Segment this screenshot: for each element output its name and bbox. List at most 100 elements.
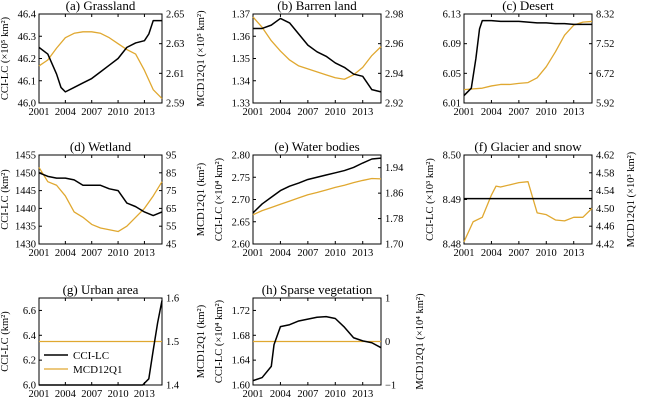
y2-axis-label: MCD12Q1 (km²) xyxy=(196,162,207,236)
y2-tick-label: 2.92 xyxy=(385,99,403,110)
y2-tick-label: 1.70 xyxy=(385,240,403,251)
panel-desert: (c) Desert 2001 2004 2007 2010 2013 6.01 6.05 6.… xyxy=(443,0,615,118)
x-tick-label: 2007 xyxy=(297,107,318,118)
plot-frame xyxy=(38,13,163,104)
x-tick-label: 2007 xyxy=(297,248,318,259)
panel-wetland: (d) Wetland 2001 2004 2007 2010 2013 1430 1435 1… xyxy=(0,139,207,259)
series-line-mcd12q1 xyxy=(463,20,593,91)
x-tick-label: 2010 xyxy=(108,389,129,400)
y-tick-label: 2.80 xyxy=(232,151,250,162)
y2-axis-label: MCD12Q1 (×10³ km²) xyxy=(626,151,637,247)
y2-axis-label: MCD12Q1 (×10⁵ km²) xyxy=(196,10,207,107)
series-line-cci-lc xyxy=(38,172,163,217)
y-tick-label: 1.60 xyxy=(232,381,250,392)
x-tick-label: 2001 xyxy=(29,389,50,400)
y2-tick-label: 65 xyxy=(166,204,177,215)
panel-title: (d) Wetland xyxy=(70,139,132,154)
y2-tick-label: 45 xyxy=(166,240,177,251)
y-tick-label: 1450 xyxy=(15,168,36,179)
y-tick-label: 46.4 xyxy=(18,10,37,21)
y-tick-label: 1435 xyxy=(15,222,36,233)
x-tick-label: 2010 xyxy=(536,107,557,118)
y-tick-label: 1.34 xyxy=(232,76,251,87)
x-tick-label: 2004 xyxy=(270,107,292,118)
y-tick-label: 6.05 xyxy=(443,69,461,80)
panel-grassland: (a) Grassland 2001 2004 2007 2010 2013 46.0 46.… xyxy=(0,0,207,118)
y-axis-label: CCI-LC (km²) xyxy=(0,169,11,230)
y-tick-label: 6.4 xyxy=(23,331,37,342)
plot-frame xyxy=(463,154,593,245)
y-tick-label: 46.3 xyxy=(18,32,36,43)
plot-frame xyxy=(463,13,593,104)
x-tick-label: 2013 xyxy=(352,389,373,400)
y2-tick-label: 4.46 xyxy=(596,222,614,233)
x-tick-label: 2001 xyxy=(454,248,475,259)
y-tick-label: 1440 xyxy=(15,204,36,215)
y2-tick-label: 5.92 xyxy=(596,99,614,110)
y-axis-label: CCI-LC (km²) xyxy=(0,311,11,372)
y-tick-label: 6.13 xyxy=(443,10,461,21)
x-tick-label: 2013 xyxy=(563,107,584,118)
y-tick-label: 1.35 xyxy=(232,54,250,65)
y2-tick-label: 2.94 xyxy=(385,69,404,80)
x-tick-label: 2001 xyxy=(29,107,50,118)
y-tick-label: 8.50 xyxy=(443,151,461,162)
y2-tick-label: 1.6 xyxy=(166,294,179,305)
y-axis-label: CCI-LC (×10⁴ km²) xyxy=(214,157,225,241)
y-axis-label: CCI-LC (×10³ km²) xyxy=(425,158,436,241)
panel-barren: (b) Barren land 2001 2004 2007 2010 2013 1.33 1… xyxy=(232,0,405,118)
panel-title: (g) Urban area xyxy=(63,282,139,297)
y2-tick-label: 2.98 xyxy=(385,10,403,21)
panel-title: (b) Barren land xyxy=(277,0,357,13)
x-tick-label: 2004 xyxy=(481,248,503,259)
y-tick-label: 2.60 xyxy=(232,240,250,251)
series-line-cci-lc xyxy=(253,17,382,93)
y-tick-label: 6.09 xyxy=(443,39,461,50)
series-line-mcd12q1 xyxy=(252,177,382,216)
x-tick-label: 2001 xyxy=(243,389,264,400)
y-tick-label: 1445 xyxy=(15,186,36,197)
x-tick-label: 2001 xyxy=(243,248,264,259)
x-tick-label: 2007 xyxy=(81,107,102,118)
legend-label-cci-lc: CCI-LC xyxy=(73,350,109,362)
series-line-cci-lc xyxy=(252,157,382,214)
y2-tick-label: 1.94 xyxy=(385,163,404,174)
y2-tick-label: −1 xyxy=(385,381,396,392)
series-line-cci-lc xyxy=(252,315,382,382)
x-tick-label: 2007 xyxy=(297,389,318,400)
panel-title: (c) Desert xyxy=(502,0,554,13)
y2-tick-label: 2.59 xyxy=(166,99,184,110)
y-tick-label: 46.1 xyxy=(18,76,36,87)
legend: CCI-LC MCD12Q1 xyxy=(44,350,123,376)
y-tick-label: 6.01 xyxy=(443,99,461,110)
x-tick-label: 2013 xyxy=(134,389,155,400)
x-tick-label: 2004 xyxy=(55,107,77,118)
x-tick-label: 2013 xyxy=(563,248,584,259)
y2-axis-label: MCD12Q1 (×10⁴ km²) xyxy=(415,293,426,390)
y-tick-label: 2.65 xyxy=(232,217,250,228)
series-line-mcd12q1 xyxy=(463,181,593,243)
series-line-mcd12q1 xyxy=(38,167,163,233)
x-tick-label: 2010 xyxy=(536,248,557,259)
panel-urban: (g) Urban area 2001 2004 2007 2010 2013 6.0 6.2… xyxy=(0,282,207,400)
y2-tick-label: 2.96 xyxy=(385,39,403,50)
x-tick-label: 2013 xyxy=(352,107,373,118)
plot-frame xyxy=(252,154,382,245)
panel-water: (e) Water bodies 2001 2004 2007 2010 2013 2.60… xyxy=(214,139,404,259)
x-tick-label: 2010 xyxy=(325,389,346,400)
y-tick-label: 1.64 xyxy=(232,356,251,367)
panel-title: (a) Grassland xyxy=(66,0,136,13)
y-tick-label: 1430 xyxy=(15,240,36,251)
y-tick-label: 46.2 xyxy=(18,54,36,65)
series-line-mcd12q1 xyxy=(38,31,163,100)
x-tick-label: 2007 xyxy=(81,389,102,400)
y2-tick-label: 1.78 xyxy=(385,214,403,225)
y2-tick-label: 95 xyxy=(166,151,177,162)
x-tick-label: 2004 xyxy=(270,389,292,400)
x-tick-label: 2004 xyxy=(55,389,77,400)
x-tick-label: 2013 xyxy=(134,248,155,259)
x-tick-label: 2007 xyxy=(508,107,529,118)
y-tick-label: 46.0 xyxy=(18,99,36,110)
y2-tick-label: 2.63 xyxy=(166,39,184,50)
y2-tick-label: 55 xyxy=(166,222,177,233)
